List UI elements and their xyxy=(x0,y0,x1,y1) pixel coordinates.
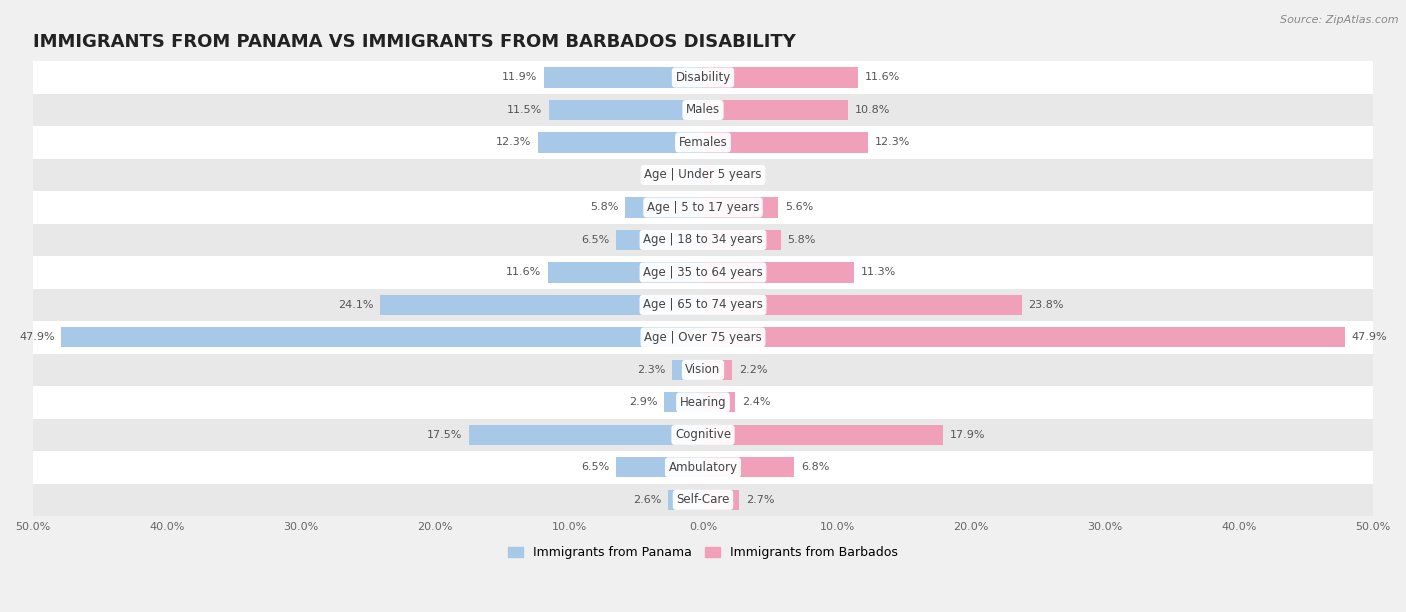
Text: 2.9%: 2.9% xyxy=(628,397,658,408)
Text: 1.2%: 1.2% xyxy=(652,170,681,180)
Text: 6.5%: 6.5% xyxy=(581,235,609,245)
Bar xyxy=(703,392,735,412)
Text: 2.2%: 2.2% xyxy=(740,365,768,375)
Bar xyxy=(703,165,716,185)
Text: 6.8%: 6.8% xyxy=(801,463,830,472)
Bar xyxy=(703,425,943,445)
Text: Ambulatory: Ambulatory xyxy=(668,461,738,474)
Bar xyxy=(547,263,703,283)
Text: 6.5%: 6.5% xyxy=(581,463,609,472)
Text: 11.9%: 11.9% xyxy=(502,72,537,83)
Bar xyxy=(34,61,1372,94)
Text: 5.8%: 5.8% xyxy=(787,235,815,245)
Text: 11.6%: 11.6% xyxy=(506,267,541,277)
Bar xyxy=(34,321,1372,354)
Text: 0.97%: 0.97% xyxy=(723,170,758,180)
Bar xyxy=(34,419,1372,451)
Text: Self-Care: Self-Care xyxy=(676,493,730,506)
Bar xyxy=(34,483,1372,516)
Bar xyxy=(616,457,703,477)
Text: Vision: Vision xyxy=(685,364,721,376)
Text: 11.5%: 11.5% xyxy=(508,105,543,115)
Legend: Immigrants from Panama, Immigrants from Barbados: Immigrants from Panama, Immigrants from … xyxy=(503,542,903,564)
Text: 24.1%: 24.1% xyxy=(337,300,374,310)
Text: 23.8%: 23.8% xyxy=(1029,300,1064,310)
Text: 2.4%: 2.4% xyxy=(742,397,770,408)
Bar xyxy=(668,490,703,510)
Bar xyxy=(34,451,1372,483)
Bar xyxy=(34,386,1372,419)
Text: Age | Under 5 years: Age | Under 5 years xyxy=(644,168,762,182)
Text: 5.8%: 5.8% xyxy=(591,203,619,212)
Text: 2.3%: 2.3% xyxy=(637,365,665,375)
Text: Age | 5 to 17 years: Age | 5 to 17 years xyxy=(647,201,759,214)
Bar xyxy=(34,289,1372,321)
Bar xyxy=(34,191,1372,224)
Bar xyxy=(703,295,1022,315)
Text: Cognitive: Cognitive xyxy=(675,428,731,441)
Text: Age | Over 75 years: Age | Over 75 years xyxy=(644,331,762,344)
Bar xyxy=(468,425,703,445)
Text: 11.6%: 11.6% xyxy=(865,72,900,83)
Text: Disability: Disability xyxy=(675,71,731,84)
Bar xyxy=(703,327,1344,348)
Bar xyxy=(703,457,794,477)
Bar xyxy=(62,327,703,348)
Bar xyxy=(34,126,1372,159)
Text: 2.6%: 2.6% xyxy=(633,495,661,505)
Bar xyxy=(548,100,703,120)
Text: Age | 65 to 74 years: Age | 65 to 74 years xyxy=(643,299,763,312)
Bar xyxy=(688,165,703,185)
Bar xyxy=(703,263,855,283)
Bar xyxy=(626,198,703,217)
Bar xyxy=(34,354,1372,386)
Text: 17.5%: 17.5% xyxy=(426,430,461,440)
Bar xyxy=(703,198,778,217)
Text: 17.9%: 17.9% xyxy=(949,430,986,440)
Bar xyxy=(703,360,733,380)
Text: 47.9%: 47.9% xyxy=(1351,332,1386,342)
Bar xyxy=(538,132,703,152)
Text: Females: Females xyxy=(679,136,727,149)
Text: 11.3%: 11.3% xyxy=(860,267,897,277)
Bar xyxy=(34,256,1372,289)
Text: 2.7%: 2.7% xyxy=(745,495,775,505)
Bar xyxy=(664,392,703,412)
Bar xyxy=(380,295,703,315)
Bar xyxy=(703,490,740,510)
Text: 12.3%: 12.3% xyxy=(875,138,910,147)
Text: Age | 35 to 64 years: Age | 35 to 64 years xyxy=(643,266,763,279)
Text: 5.6%: 5.6% xyxy=(785,203,813,212)
Text: Hearing: Hearing xyxy=(679,396,727,409)
Text: Age | 18 to 34 years: Age | 18 to 34 years xyxy=(643,233,763,247)
Text: Males: Males xyxy=(686,103,720,116)
Bar xyxy=(34,159,1372,191)
Text: Source: ZipAtlas.com: Source: ZipAtlas.com xyxy=(1281,15,1399,25)
Bar xyxy=(544,67,703,88)
Bar xyxy=(34,94,1372,126)
Text: 12.3%: 12.3% xyxy=(496,138,531,147)
Text: 10.8%: 10.8% xyxy=(855,105,890,115)
Bar xyxy=(703,132,868,152)
Bar xyxy=(703,230,780,250)
Bar xyxy=(34,224,1372,256)
Bar xyxy=(703,100,848,120)
Text: IMMIGRANTS FROM PANAMA VS IMMIGRANTS FROM BARBADOS DISABILITY: IMMIGRANTS FROM PANAMA VS IMMIGRANTS FRO… xyxy=(34,34,796,51)
Text: 47.9%: 47.9% xyxy=(20,332,55,342)
Bar xyxy=(616,230,703,250)
Bar xyxy=(672,360,703,380)
Bar xyxy=(703,67,859,88)
